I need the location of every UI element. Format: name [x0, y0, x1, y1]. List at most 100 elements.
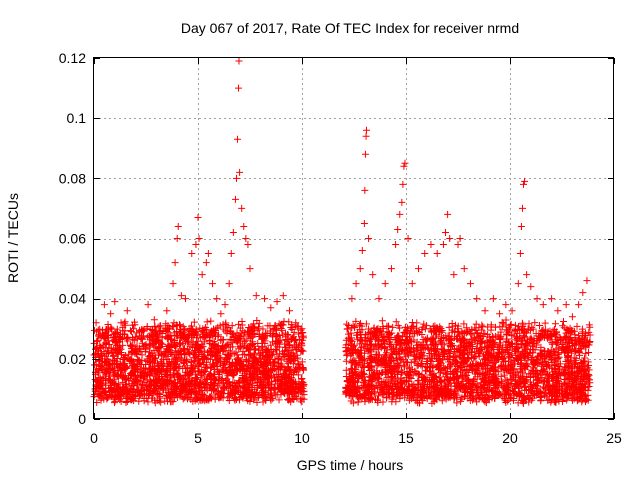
data-point — [527, 283, 535, 291]
data-point — [198, 340, 206, 348]
data-point — [255, 333, 263, 341]
data-point — [234, 135, 242, 143]
data-point — [181, 351, 189, 359]
data-point — [413, 329, 421, 337]
data-point — [198, 377, 206, 385]
data-point — [352, 365, 360, 373]
data-point — [382, 383, 390, 391]
data-point — [358, 361, 366, 369]
data-point — [111, 379, 119, 387]
data-point — [257, 357, 265, 365]
data-point — [202, 395, 210, 403]
data-point — [476, 331, 484, 339]
data-point — [414, 371, 422, 379]
data-point — [482, 399, 490, 407]
data-point — [489, 295, 497, 303]
data-point — [368, 389, 376, 397]
data-point — [144, 301, 152, 309]
data-point — [342, 344, 350, 352]
data-point — [191, 389, 199, 397]
data-point — [553, 385, 561, 393]
data-point — [503, 386, 511, 394]
data-point — [232, 387, 240, 395]
data-point — [537, 333, 545, 341]
data-point — [460, 320, 468, 328]
data-point — [563, 349, 571, 357]
data-point — [119, 327, 127, 335]
data-point — [370, 324, 378, 332]
data-point — [385, 328, 393, 336]
data-point — [541, 391, 549, 399]
data-point — [579, 380, 587, 388]
data-point — [105, 376, 113, 384]
data-point — [383, 394, 391, 402]
data-point — [452, 358, 460, 366]
data-point — [111, 393, 119, 401]
data-point — [575, 301, 583, 309]
data-point — [470, 354, 478, 362]
data-point — [272, 346, 280, 354]
data-point — [228, 322, 236, 330]
data-point — [523, 345, 531, 353]
data-point — [481, 395, 489, 403]
data-point — [426, 368, 434, 376]
data-point — [414, 265, 422, 273]
data-point — [157, 322, 165, 330]
data-point — [237, 330, 245, 338]
data-point — [292, 378, 300, 386]
data-point — [115, 363, 123, 371]
data-point — [349, 399, 357, 407]
data-point — [369, 356, 377, 364]
data-point — [299, 347, 307, 355]
data-point — [416, 354, 424, 362]
data-point — [421, 344, 429, 352]
data-point — [431, 327, 439, 335]
data-point — [140, 397, 148, 405]
data-point — [192, 374, 200, 382]
data-point — [375, 392, 383, 400]
data-point — [130, 364, 138, 372]
data-point — [375, 355, 383, 363]
data-point — [196, 360, 204, 368]
data-point — [220, 344, 228, 352]
data-point — [348, 342, 356, 350]
data-point — [157, 398, 165, 406]
data-point — [298, 332, 306, 340]
data-point — [576, 340, 584, 348]
data-point — [480, 355, 488, 363]
data-point — [392, 344, 400, 352]
data-point — [550, 352, 558, 360]
data-point — [458, 334, 466, 342]
data-point — [508, 362, 516, 370]
data-point — [516, 375, 524, 383]
data-point — [564, 362, 572, 370]
data-point — [293, 323, 301, 331]
data-point — [484, 383, 492, 391]
data-point — [299, 329, 307, 337]
data-point — [174, 371, 182, 379]
data-point — [379, 398, 387, 406]
data-point — [437, 336, 445, 344]
data-point — [126, 341, 134, 349]
data-point — [411, 351, 419, 359]
data-point — [564, 328, 572, 336]
data-point — [130, 325, 138, 333]
data-point — [405, 396, 413, 404]
data-point — [209, 360, 217, 368]
data-point — [478, 362, 486, 370]
data-point — [262, 347, 270, 355]
data-point — [548, 364, 556, 372]
data-point — [149, 356, 157, 364]
data-point — [145, 340, 153, 348]
data-point — [473, 295, 481, 303]
data-point — [498, 393, 506, 401]
data-point — [294, 371, 302, 379]
data-point — [263, 373, 271, 381]
data-point — [415, 328, 423, 336]
data-point — [222, 350, 230, 358]
data-point — [235, 320, 243, 328]
data-point — [586, 331, 594, 339]
data-point — [381, 351, 389, 359]
data-point — [418, 393, 426, 401]
data-point — [521, 386, 529, 394]
